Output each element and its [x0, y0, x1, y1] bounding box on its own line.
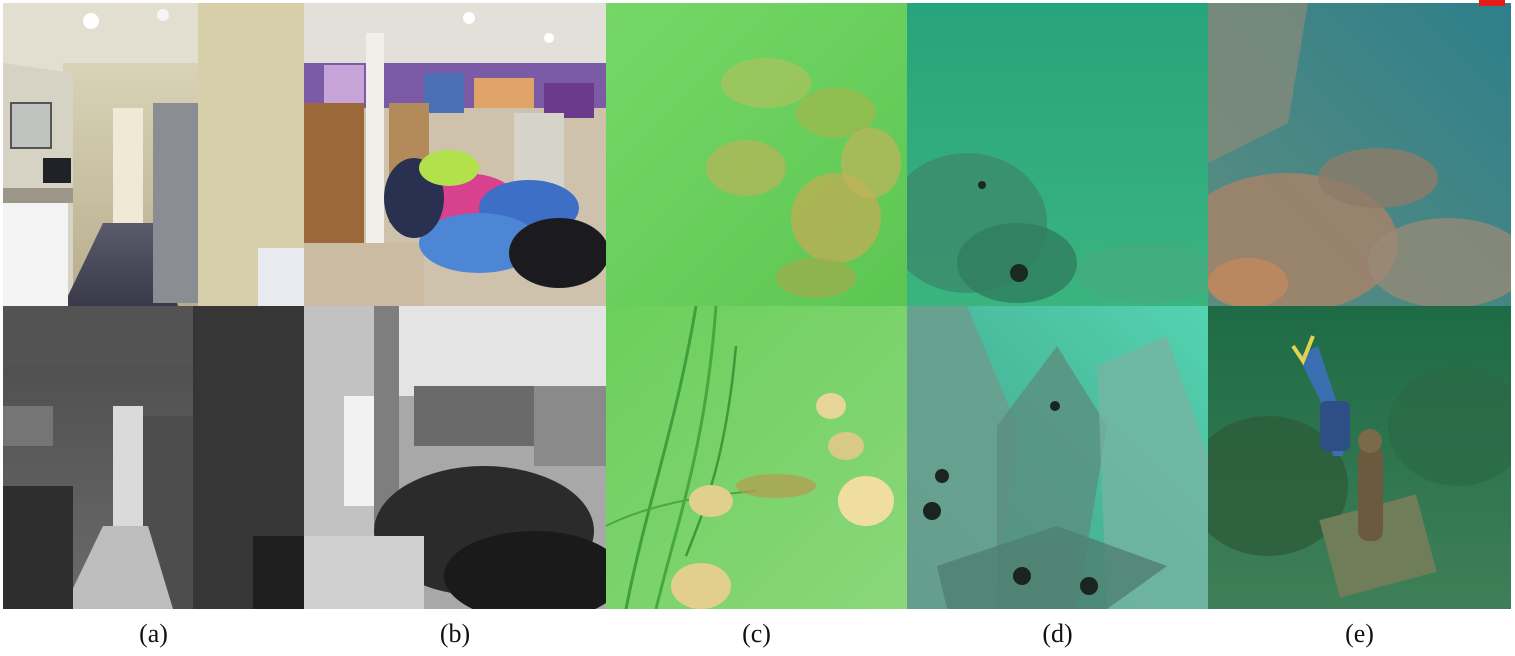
panel-label-c: (c)	[742, 619, 771, 648]
panel-b-rgb-image	[304, 3, 606, 306]
panel-c-underwater-image-top	[606, 3, 907, 306]
panel-label-d: (d)	[1042, 619, 1073, 648]
panel-b-depth-map	[304, 306, 606, 609]
panel-label-b: (b)	[439, 619, 471, 648]
panel-a-rgb-image	[3, 3, 304, 306]
panel-e-underwater-image-top	[1208, 3, 1511, 306]
panel-e-underwater-image-bottom	[1208, 306, 1511, 609]
panel-label-e: (e)	[1345, 619, 1374, 648]
panel-d-underwater-image-top	[907, 3, 1208, 306]
panel-c-underwater-image-bottom	[606, 306, 907, 609]
panel-d-underwater-image-bottom	[907, 306, 1208, 609]
red-corner-mark	[1479, 0, 1505, 6]
panel-label-a: (a)	[139, 619, 168, 648]
panel-labels: (a) (b) (c) (d) (e)	[3, 617, 1511, 651]
panel-a-depth-map	[3, 306, 304, 609]
image-grid	[3, 3, 1511, 609]
